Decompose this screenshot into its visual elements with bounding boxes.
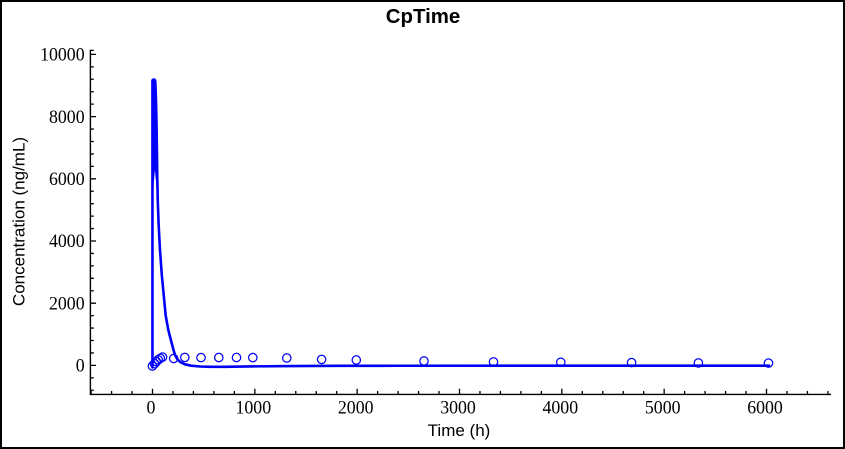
svg-text:2000: 2000 xyxy=(49,293,85,314)
svg-text:Concentration (ng/mL): Concentration (ng/mL) xyxy=(9,137,28,306)
svg-text:0: 0 xyxy=(76,356,85,377)
svg-text:3000: 3000 xyxy=(440,397,476,418)
svg-text:4000: 4000 xyxy=(49,231,85,252)
svg-text:4000: 4000 xyxy=(543,397,579,418)
svg-text:10000: 10000 xyxy=(40,45,85,66)
svg-text:6000: 6000 xyxy=(49,169,85,190)
svg-text:CpTime: CpTime xyxy=(386,6,461,28)
svg-text:6000: 6000 xyxy=(747,397,783,418)
svg-text:0: 0 xyxy=(147,397,156,418)
svg-text:5000: 5000 xyxy=(645,397,681,418)
svg-text:2000: 2000 xyxy=(338,397,374,418)
svg-text:1000: 1000 xyxy=(236,397,272,418)
svg-text:Time (h): Time (h) xyxy=(428,421,491,440)
svg-text:8000: 8000 xyxy=(49,107,85,128)
